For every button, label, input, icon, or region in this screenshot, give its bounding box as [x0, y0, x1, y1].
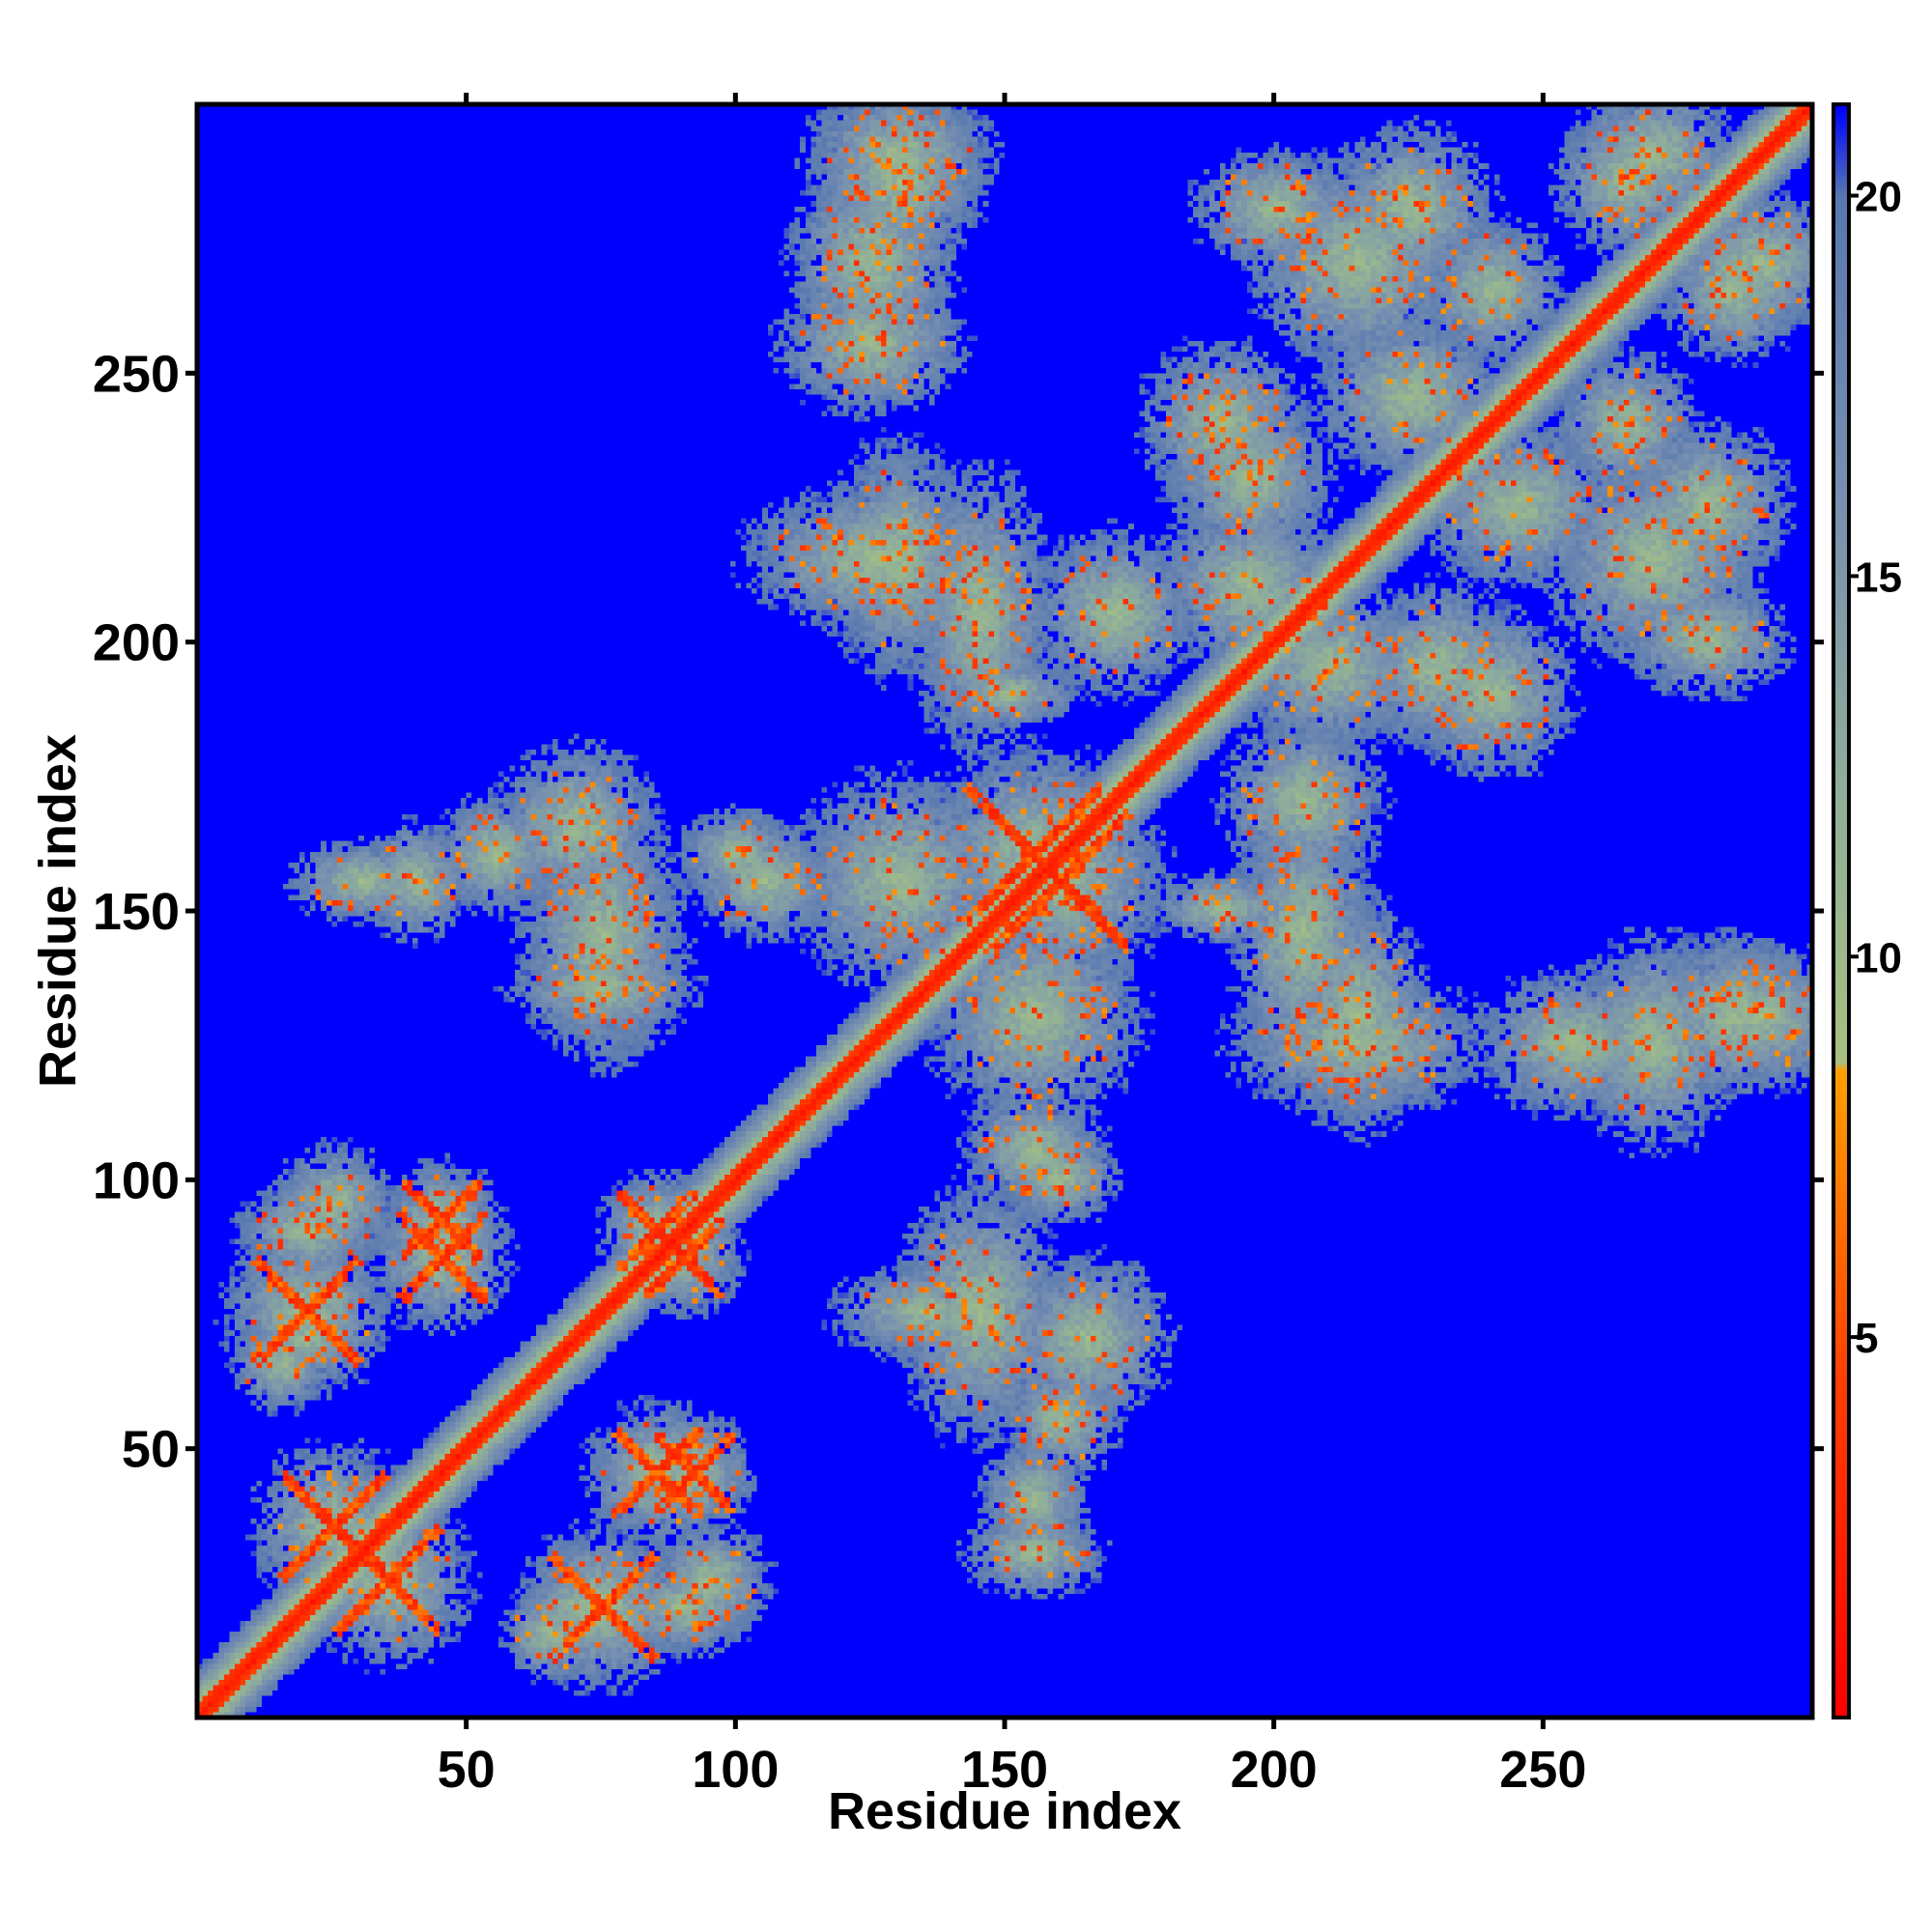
x-tick-label: 150: [961, 1741, 1048, 1799]
x-tick-label: 250: [1499, 1741, 1586, 1799]
y-tick-label: 50: [122, 1421, 180, 1479]
colorbar-tick-label: 5: [1855, 1315, 1878, 1362]
y-tick-label: 250: [93, 345, 180, 403]
heatmap: [197, 104, 1812, 1718]
colorbar-ticks: 5 10 15 20: [1849, 174, 1902, 1362]
x-tick-label: 50: [438, 1741, 496, 1799]
y-tick-label: 100: [93, 1151, 180, 1209]
x-tick-label: 100: [692, 1741, 779, 1799]
colorbar-tick-label: 10: [1855, 934, 1902, 981]
x-axis: 50 100 150 200 250: [438, 93, 1586, 1799]
y-tick-label: 150: [93, 883, 180, 941]
x-tick-label: 200: [1231, 1741, 1318, 1799]
heatmap-image: [197, 104, 1812, 1718]
y-tick-label: 200: [93, 614, 180, 672]
colorbar-tick-label: 15: [1855, 554, 1902, 601]
y-axis: 50 100 150 200 250: [93, 345, 1824, 1479]
y-axis-label: Residue index: [29, 734, 87, 1088]
colorbar: 5 10 15 20: [1832, 102, 1902, 1719]
colorbar-tick-label: 20: [1855, 174, 1902, 221]
colorbar-frame: [1832, 102, 1851, 1719]
colorbar-gradient: [1833, 104, 1849, 1718]
x-axis-label: Residue index: [828, 1782, 1181, 1840]
